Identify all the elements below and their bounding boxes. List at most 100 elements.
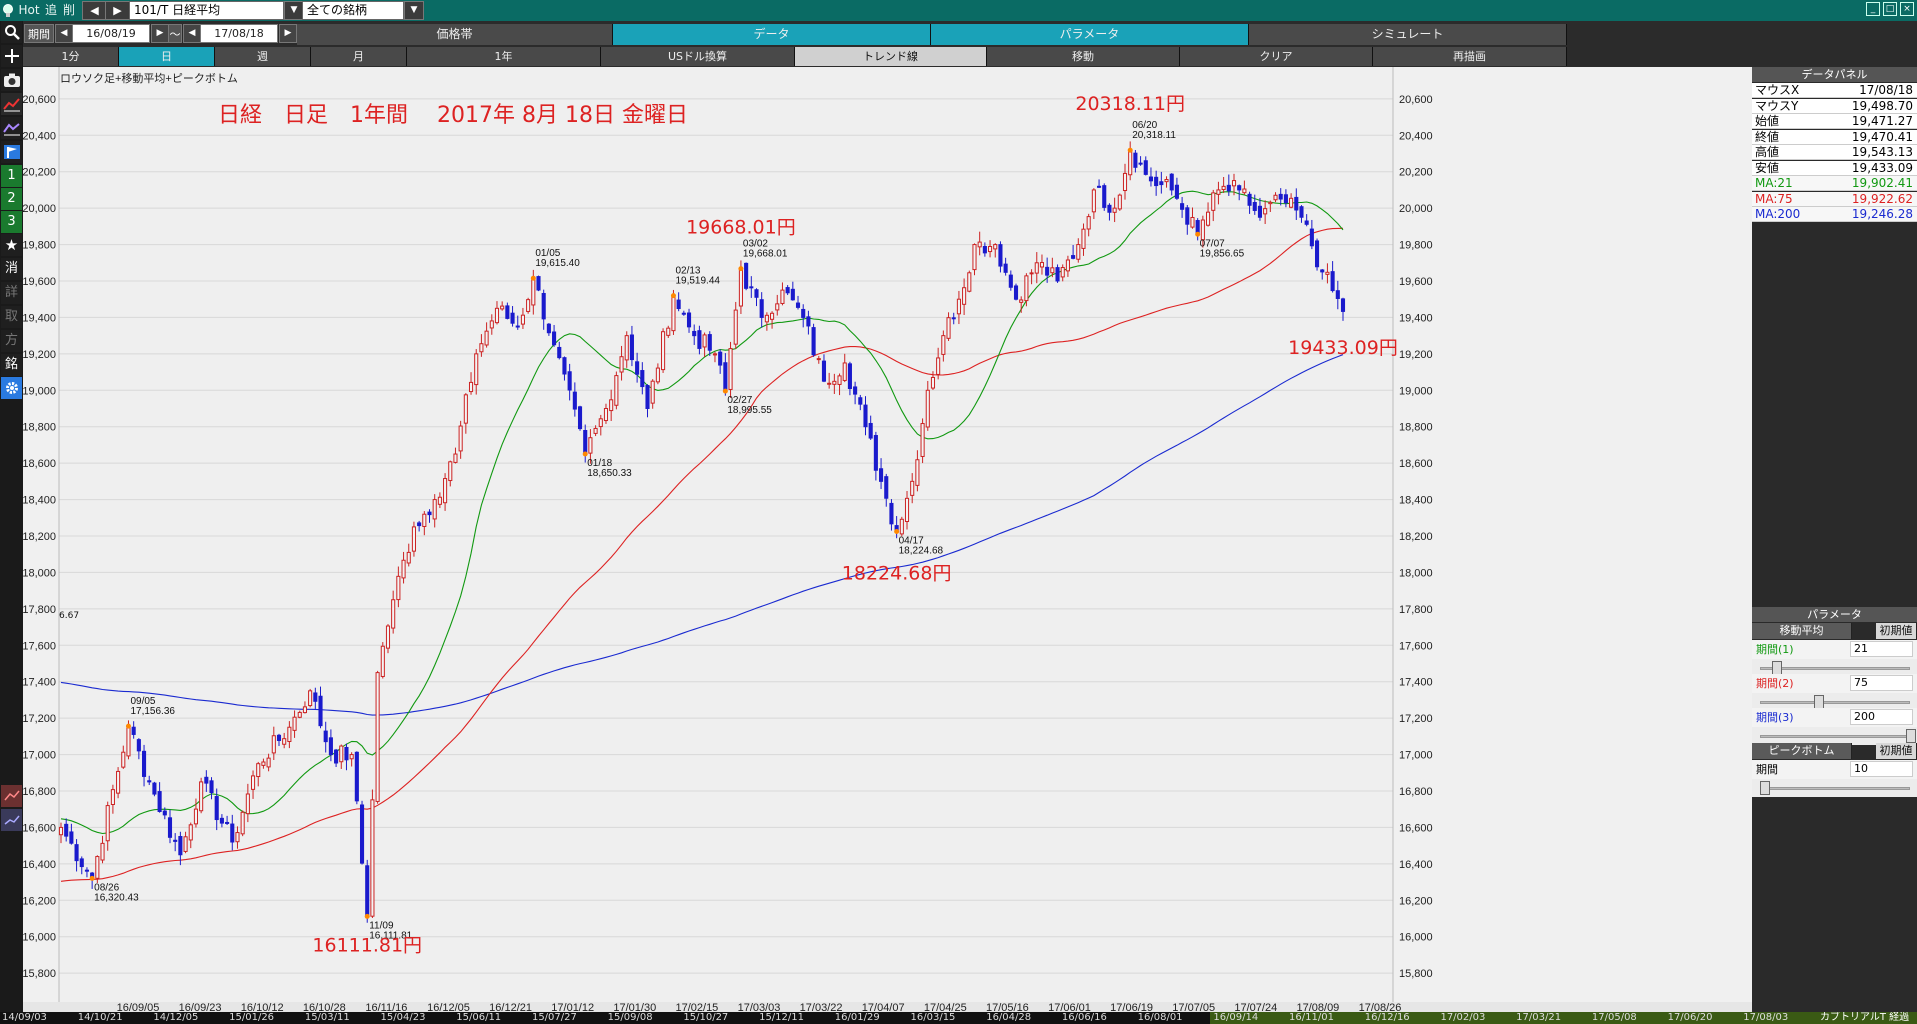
bulb-icon[interactable] <box>0 0 16 21</box>
candle-body <box>1050 267 1055 274</box>
candle-body <box>1252 201 1257 211</box>
candle-body <box>962 287 967 305</box>
candle-body <box>359 804 365 864</box>
candle-body <box>993 244 998 250</box>
direction-button[interactable]: 方 <box>1 330 22 352</box>
tab-parameter[interactable]: パラメータ <box>931 24 1249 45</box>
delete-button[interactable]: 削 <box>62 3 75 17</box>
candle-body <box>131 726 136 735</box>
ma-period-input[interactable]: 75 <box>1850 675 1913 691</box>
peak-bottom-period-slider[interactable] <box>1752 779 1917 797</box>
ma-reset-button[interactable]: 初期値 <box>1876 623 1917 639</box>
x-tick-label: 17/06/01 <box>1048 1002 1091 1012</box>
x-tick-label: 16/09/05 <box>117 1002 160 1012</box>
overview-date-label: 17/03/21 <box>1516 1012 1562 1023</box>
date-from-prev-icon[interactable]: ◀ <box>55 24 73 43</box>
tab-trendline[interactable]: トレンド線 <box>795 47 987 66</box>
date-to-next-icon[interactable]: ▶ <box>279 24 297 43</box>
tab-1year[interactable]: 1年 <box>407 47 601 66</box>
crosshair-icon[interactable] <box>1 45 22 67</box>
ma-period-input[interactable]: 200 <box>1850 709 1913 725</box>
tab-price-band[interactable]: 価格帯 <box>297 24 613 45</box>
filter-field[interactable]: 全ての銘柄 <box>302 1 404 20</box>
tab-daily[interactable]: 日 <box>119 47 215 66</box>
tab-simulate[interactable]: シミュレート <box>1249 24 1567 45</box>
slider-thumb[interactable] <box>1814 695 1825 709</box>
tab-1min[interactable]: 1分 <box>23 47 119 66</box>
search-icon[interactable] <box>1 21 22 43</box>
candle-body <box>1330 271 1335 292</box>
candle-mode-icon[interactable] <box>1 785 22 807</box>
ma-period-input[interactable]: 21 <box>1850 641 1913 657</box>
trade-button[interactable]: 取 <box>1 306 22 328</box>
peak-bottom-period-input[interactable]: 10 <box>1850 761 1913 777</box>
indicator-chart-icon[interactable] <box>1 117 22 139</box>
date-from-field[interactable]: 16/08/19 <box>72 24 150 43</box>
candle-body <box>811 327 816 356</box>
y-tick-label-right: 18,400 <box>1399 495 1433 507</box>
close-icon[interactable]: × <box>1900 2 1914 16</box>
hot-button[interactable]: Hot <box>18 3 40 17</box>
slider-thumb[interactable] <box>1771 661 1782 675</box>
sub-chart-icon[interactable] <box>1 809 22 831</box>
ma-period-slider[interactable] <box>1752 727 1917 745</box>
slider-thumb[interactable] <box>1906 729 1916 743</box>
detail-button[interactable]: 詳 <box>1 282 22 304</box>
candle-body <box>1013 285 1019 300</box>
tab-weekly[interactable]: 週 <box>215 47 311 66</box>
date-from-next-icon[interactable]: ▶ <box>151 24 169 43</box>
symbol-field[interactable]: 101/T 日経平均 <box>129 1 284 20</box>
minimize-icon[interactable]: _ <box>1866 2 1880 16</box>
candle-body <box>463 394 468 424</box>
filter-dropdown-icon[interactable]: ▼ <box>404 1 424 20</box>
overview-timeline[interactable]: 14/09/03 14/10/21 14/12/05 15/01/26 15/03/11… <box>0 1012 1917 1024</box>
tab-data[interactable]: データ <box>613 24 931 45</box>
candle-body <box>1138 162 1143 165</box>
y-tick-label-left: 17,600 <box>23 640 56 652</box>
flag-icon[interactable] <box>1 141 22 163</box>
peak-bottom-reset-button[interactable]: 初期値 <box>1876 743 1917 759</box>
tab-redraw[interactable]: 再描画 <box>1373 47 1567 66</box>
y-tick-label-right: 16,200 <box>1399 895 1433 907</box>
layout-3-button[interactable]: 3 <box>1 211 22 233</box>
candle-body <box>183 836 188 852</box>
x-tick-label: 17/07/24 <box>1234 1002 1277 1012</box>
date-to-prev-icon[interactable]: ◀ <box>183 24 201 43</box>
prev-symbol-button[interactable]: ◀ <box>82 1 107 20</box>
ma-period-slider[interactable] <box>1752 693 1917 711</box>
layout-2-button[interactable]: 2 <box>1 188 22 210</box>
star-icon[interactable]: ★ <box>1 234 22 256</box>
line-chart-icon[interactable] <box>1 93 22 115</box>
tab-clear[interactable]: クリア <box>1180 47 1373 66</box>
candle-body <box>105 805 110 842</box>
camera-icon[interactable] <box>1 69 22 91</box>
candle-body <box>816 358 821 361</box>
slider-thumb[interactable] <box>1760 781 1770 795</box>
candle-body <box>1335 290 1340 299</box>
add-button[interactable]: 追 <box>44 3 57 17</box>
candle-body <box>282 738 287 745</box>
tab-usd-convert[interactable]: USドル換算 <box>601 47 795 66</box>
layout-1-button[interactable]: 1 <box>1 165 22 187</box>
tab-monthly[interactable]: 月 <box>311 47 407 66</box>
ma-period-slider[interactable] <box>1752 659 1917 677</box>
data-panel-key: マウスX <box>1755 83 1800 97</box>
candle-body <box>225 821 230 824</box>
candle-body <box>546 323 551 334</box>
candle-body <box>1263 208 1268 215</box>
candle-body <box>474 353 479 386</box>
erase-button[interactable]: 消 <box>1 258 22 280</box>
peak-marker <box>364 913 370 919</box>
y-tick-label-right: 18,200 <box>1399 531 1433 543</box>
symbol-dropdown-icon[interactable]: ▼ <box>284 1 304 20</box>
price-chart[interactable]: 08/26 16,320.43 09/05 17,156.36 11/09 16,111.… <box>22 67 1752 1014</box>
overview-selection[interactable] <box>1210 1012 1917 1024</box>
stock-button[interactable]: 銘 <box>1 354 22 376</box>
next-symbol-button[interactable]: ▶ <box>105 1 130 20</box>
candle-body <box>318 695 323 727</box>
peak-date-label: 02/27 <box>727 395 752 406</box>
tab-move[interactable]: 移動 <box>987 47 1180 66</box>
maximize-icon[interactable]: □ <box>1883 2 1897 16</box>
gear-icon[interactable] <box>1 377 22 399</box>
date-to-field[interactable]: 17/08/18 <box>200 24 278 43</box>
